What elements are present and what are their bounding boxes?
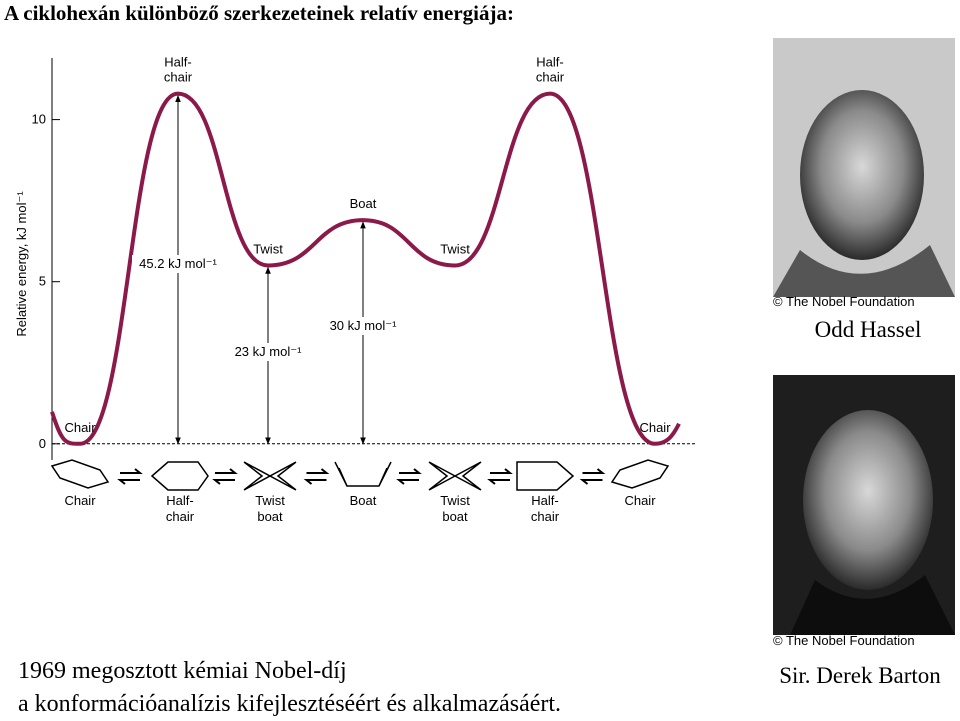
y-tick-label: 5 (39, 274, 46, 289)
energy-annotation: 30 kJ mol⁻¹ (330, 318, 397, 333)
conformer-label: boat (442, 509, 468, 524)
point-label: Boat (350, 196, 377, 211)
equilibrium-arrow (303, 468, 330, 485)
conformer-label: Chair (624, 493, 656, 508)
footer-text: 1969 megosztott kémiai Nobel-díj (18, 658, 347, 684)
equilibrium-arrow (117, 468, 143, 485)
conformer-label: Twist (440, 493, 470, 508)
conformer-label: Half- (166, 493, 193, 508)
equilibrium-arrow (396, 468, 422, 485)
equilibrium-arrow (487, 468, 513, 485)
conformer-shape (428, 461, 482, 491)
photo (773, 38, 955, 297)
conformer-shape (243, 461, 297, 491)
label-bg (132, 255, 224, 273)
conformer-label: boat (257, 509, 283, 524)
photo-caption: Odd Hassel (815, 317, 922, 342)
axis-label: Relative energy, kJ mol⁻¹ (14, 191, 29, 337)
point-label: Chair (64, 420, 96, 435)
photo-credit: © The Nobel Foundation (773, 294, 915, 309)
photo-credit: © The Nobel Foundation (773, 633, 915, 648)
y-tick-label: 10 (32, 112, 46, 127)
conformer-label: chair (166, 509, 195, 524)
point-label: chair (536, 70, 565, 85)
photo-caption: Sir. Derek Barton (779, 663, 941, 688)
label-bg (222, 343, 314, 361)
point-label: Half- (164, 55, 191, 70)
label-bg (317, 317, 409, 335)
footer-text: a konformációanalízis kifejlesztéséért é… (18, 691, 561, 717)
conformer-shape (334, 461, 392, 487)
point-label: Chair (639, 420, 671, 435)
conformer-shape (516, 461, 575, 491)
point-label: Twist (440, 241, 470, 256)
energy-annotation: 45.2 kJ mol⁻¹ (139, 256, 217, 271)
point-label: Twist (253, 241, 283, 256)
energy-diagram: 0 5 10 Relative energy, kJ mol⁻¹ Chair Half-c… (14, 55, 695, 524)
equilibrium-arrow (212, 468, 238, 485)
conformer-shape (50, 459, 110, 489)
point-label: chair (164, 70, 193, 85)
energy-annotation: 23 kJ mol⁻¹ (235, 344, 302, 359)
equilibrium-arrow (579, 468, 606, 485)
conformer-label: Half- (531, 493, 558, 508)
conformer-shape (150, 461, 209, 491)
photo (773, 375, 955, 635)
y-tick-label: 0 (39, 436, 46, 451)
slide-title: A ciklohexán különböző szerkezeteinek re… (4, 1, 514, 25)
conformer-label: Chair (64, 493, 96, 508)
energy-curve (50, 91, 681, 446)
point-label: Half- (536, 55, 563, 70)
conformer-label: Twist (255, 493, 285, 508)
conformer-shape (610, 459, 670, 489)
conformer-label: chair (531, 509, 560, 524)
conformer-label: Boat (350, 493, 377, 508)
